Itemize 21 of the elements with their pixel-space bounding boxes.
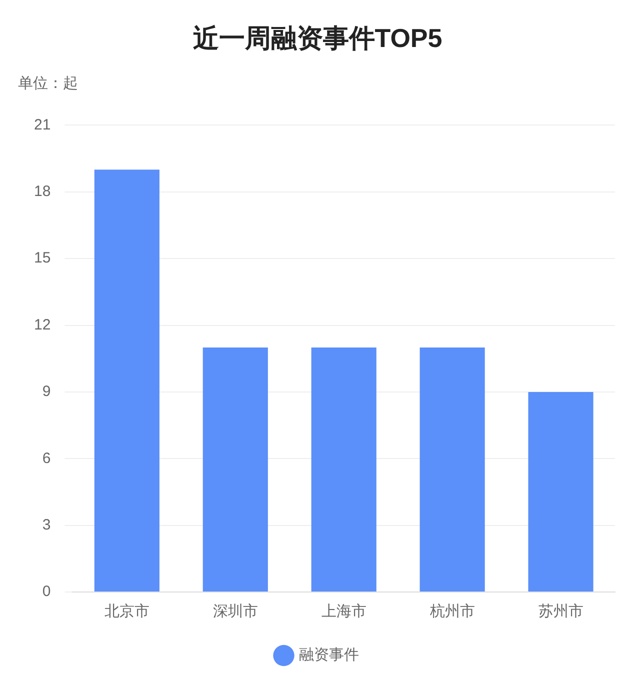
y-tick-label: 18	[34, 183, 51, 200]
x-tick-label: 苏州市	[538, 603, 584, 620]
legend-label: 融资事件	[298, 646, 359, 664]
bar	[420, 347, 485, 592]
x-tick-label: 上海市	[321, 603, 366, 620]
x-tick-label: 北京市	[104, 603, 150, 620]
y-tick-label: 9	[42, 383, 51, 400]
y-axis-title: 单位：起	[18, 74, 78, 93]
bar	[311, 347, 376, 592]
y-tick-label: 0	[42, 583, 51, 600]
y-tick-label: 3	[42, 516, 51, 534]
bar	[202, 347, 268, 592]
x-tick-label: 深圳市	[212, 603, 258, 620]
x-tick-label: 杭州市	[428, 603, 475, 620]
chart-title: 近一周融资事件TOP5	[192, 22, 442, 53]
bar	[94, 170, 160, 592]
y-tick-label: 15	[34, 250, 51, 267]
y-tick-label: 21	[34, 116, 51, 134]
y-tick-label: 12	[34, 316, 51, 334]
bar	[528, 392, 594, 592]
y-tick-label: 6	[42, 450, 51, 467]
